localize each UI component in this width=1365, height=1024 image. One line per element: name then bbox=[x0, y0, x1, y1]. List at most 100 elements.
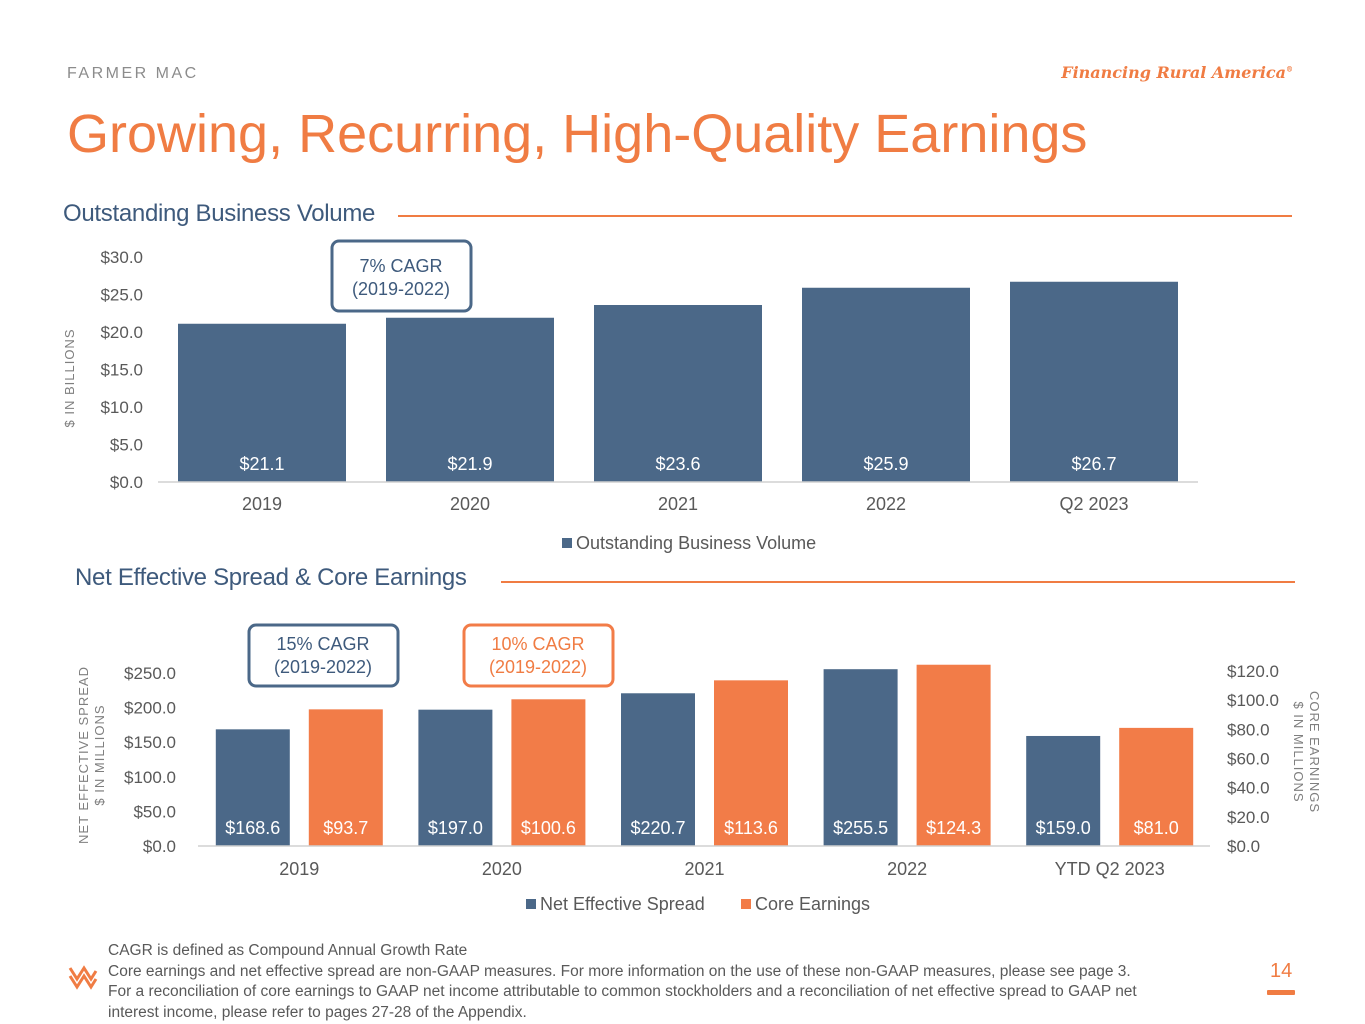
registered-mark: ® bbox=[1286, 64, 1293, 74]
page-number: 14 bbox=[1270, 960, 1293, 982]
legend-swatch-spread bbox=[526, 899, 536, 909]
legend-label-spread: Net Effective Spread bbox=[540, 894, 705, 914]
footnotes: CAGR is defined as Compound Annual Growt… bbox=[108, 941, 1258, 1023]
cagr-callout-line1: 15% CAGR bbox=[276, 634, 369, 654]
core-y-tick-label: $100.0 bbox=[1227, 691, 1279, 710]
volume-y-tick-label: $20.0 bbox=[100, 323, 143, 342]
volume-y-tick-label: $15.0 bbox=[100, 361, 143, 380]
core-earnings-bar bbox=[511, 699, 586, 846]
cagr-callout-line2: (2019-2022) bbox=[274, 657, 372, 677]
spread-x-tick-label: 2019 bbox=[279, 859, 319, 879]
spread-bar bbox=[823, 669, 898, 846]
volume-data-label: $26.7 bbox=[1071, 454, 1116, 474]
volume-data-label: $23.6 bbox=[655, 454, 700, 474]
volume-bar bbox=[802, 287, 970, 482]
cagr-callout-box bbox=[330, 239, 473, 313]
core-y-tick-label: $20.0 bbox=[1227, 808, 1270, 827]
legend-swatch-core bbox=[741, 899, 751, 909]
volume-data-label: $21.1 bbox=[239, 454, 284, 474]
spread-y-tick-label: $250.0 bbox=[124, 664, 176, 683]
volume-section-title: Outstanding Business Volume bbox=[63, 200, 376, 227]
core-earnings-data-label: $100.6 bbox=[521, 818, 576, 838]
footnote-line: Core earnings and net effective spread a… bbox=[108, 962, 1131, 980]
core-earnings-data-label: $113.6 bbox=[724, 818, 778, 838]
spread-data-label: $255.5 bbox=[833, 818, 888, 838]
legend-swatch-volume bbox=[562, 538, 572, 548]
cagr-callout-line2: (2019-2022) bbox=[352, 279, 450, 299]
spread-section-rule bbox=[501, 581, 1295, 583]
spread-y-tick-label: $100.0 bbox=[124, 768, 176, 787]
cagr-callout-spread: 15% CAGR (2019-2022) bbox=[247, 623, 400, 688]
footnote-line: CAGR is defined as Compound Annual Growt… bbox=[108, 942, 468, 959]
tagline: Financing Rural America® bbox=[1061, 63, 1293, 82]
spread-y-axis-label-1: NET EFFECTIVE SPREAD bbox=[76, 666, 91, 844]
core-earnings-data-label: $81.0 bbox=[1134, 818, 1179, 838]
spread-y-tick-label: $50.0 bbox=[133, 802, 176, 821]
spread-bar bbox=[215, 729, 290, 846]
spread-data-label: $197.0 bbox=[428, 818, 483, 838]
volume-data-label: $25.9 bbox=[863, 454, 908, 474]
spread-core-chart: $0.0 $50.0 $100.0 $150.0 $200.0 $250.0 $0.0 $2… bbox=[76, 623, 1322, 914]
volume-y-tick-label: $0.0 bbox=[110, 473, 143, 492]
volume-bar bbox=[1010, 281, 1178, 482]
spread-data-label: $159.0 bbox=[1036, 818, 1091, 838]
volume-y-tick-label: $30.0 bbox=[100, 248, 143, 267]
volume-x-tick-label: 2022 bbox=[866, 494, 906, 514]
core-y-tick-label: $120.0 bbox=[1227, 662, 1279, 681]
spread-legend: Net Effective Spread Core Earnings bbox=[526, 894, 870, 914]
page-title: Growing, Recurring, High-Quality Earning… bbox=[67, 104, 1088, 164]
cagr-callout-line2: (2019-2022) bbox=[489, 657, 587, 677]
page-number-bar bbox=[1267, 990, 1295, 995]
core-y-axis-label-2: $ IN MILLIONS bbox=[1291, 701, 1306, 802]
spread-x-tick-label: 2022 bbox=[887, 859, 927, 879]
volume-y-axis-label: $ IN BILLIONS bbox=[62, 329, 77, 428]
cagr-callout-box bbox=[462, 623, 615, 688]
spread-x-tick-label: 2021 bbox=[684, 859, 724, 879]
core-earnings-bar bbox=[714, 680, 788, 846]
volume-y-tick-label: $5.0 bbox=[110, 436, 143, 455]
spread-bar bbox=[418, 709, 493, 846]
core-earnings-bar bbox=[308, 709, 383, 846]
cagr-callout-box bbox=[247, 623, 400, 688]
spread-bar bbox=[1026, 735, 1101, 846]
volume-section-rule bbox=[398, 215, 1292, 217]
cagr-callout-volume: 7% CAGR (2019-2022) bbox=[330, 239, 473, 313]
core-y-axis-label-1: CORE EARNINGS bbox=[1307, 691, 1322, 813]
spread-section-title: Net Effective Spread & Core Earnings bbox=[75, 564, 467, 591]
farmer-mac-logo-icon bbox=[68, 965, 98, 990]
volume-y-tick-label: $25.0 bbox=[100, 286, 143, 305]
spread-y-tick-label: $200.0 bbox=[124, 699, 176, 718]
spread-y-tick-label: $0.0 bbox=[143, 837, 176, 856]
volume-x-tick-label: Q2 2023 bbox=[1059, 494, 1128, 514]
footnote-line: For a reconciliation of core earnings to… bbox=[108, 983, 1137, 1000]
volume-x-tick-label: 2019 bbox=[242, 494, 282, 514]
legend-label-core: Core Earnings bbox=[755, 894, 870, 914]
legend-label-volume: Outstanding Business Volume bbox=[576, 533, 816, 553]
spread-data-label: $168.6 bbox=[225, 818, 280, 838]
volume-chart: $0.0 $5.0 $10.0 $15.0 $20.0 $25.0 $30.0 $21.1 $… bbox=[62, 239, 1198, 553]
core-y-tick-label: $80.0 bbox=[1227, 720, 1270, 739]
volume-y-tick-label: $10.0 bbox=[100, 398, 143, 417]
tagline-text: Financing Rural America bbox=[1061, 63, 1286, 82]
volume-bar bbox=[386, 317, 554, 482]
core-earnings-data-label: $124.3 bbox=[926, 818, 981, 838]
footnote-line: interest income, please refer to pages 2… bbox=[108, 1003, 527, 1021]
volume-x-tick-label: 2020 bbox=[450, 494, 490, 514]
core-y-tick-label: $0.0 bbox=[1227, 837, 1260, 856]
spread-bar bbox=[621, 693, 695, 846]
spread-x-tick-label: 2020 bbox=[482, 859, 522, 879]
spread-x-tick-label: YTD Q2 2023 bbox=[1055, 859, 1165, 879]
cagr-callout-line1: 10% CAGR bbox=[491, 634, 584, 654]
spread-y-axis-label-2: $ IN MILLIONS bbox=[92, 704, 107, 805]
volume-x-tick-label: 2021 bbox=[658, 494, 698, 514]
volume-bar bbox=[594, 305, 762, 482]
core-earnings-bar bbox=[1119, 727, 1194, 846]
volume-legend: Outstanding Business Volume bbox=[562, 533, 816, 553]
cagr-callout-core: 10% CAGR (2019-2022) bbox=[462, 623, 615, 688]
core-y-tick-label: $40.0 bbox=[1227, 779, 1270, 798]
spread-y-tick-label: $150.0 bbox=[124, 733, 176, 752]
core-y-tick-label: $60.0 bbox=[1227, 750, 1270, 769]
volume-bar bbox=[178, 323, 346, 482]
cagr-callout-line1: 7% CAGR bbox=[359, 256, 442, 276]
core-earnings-bar bbox=[916, 664, 991, 846]
